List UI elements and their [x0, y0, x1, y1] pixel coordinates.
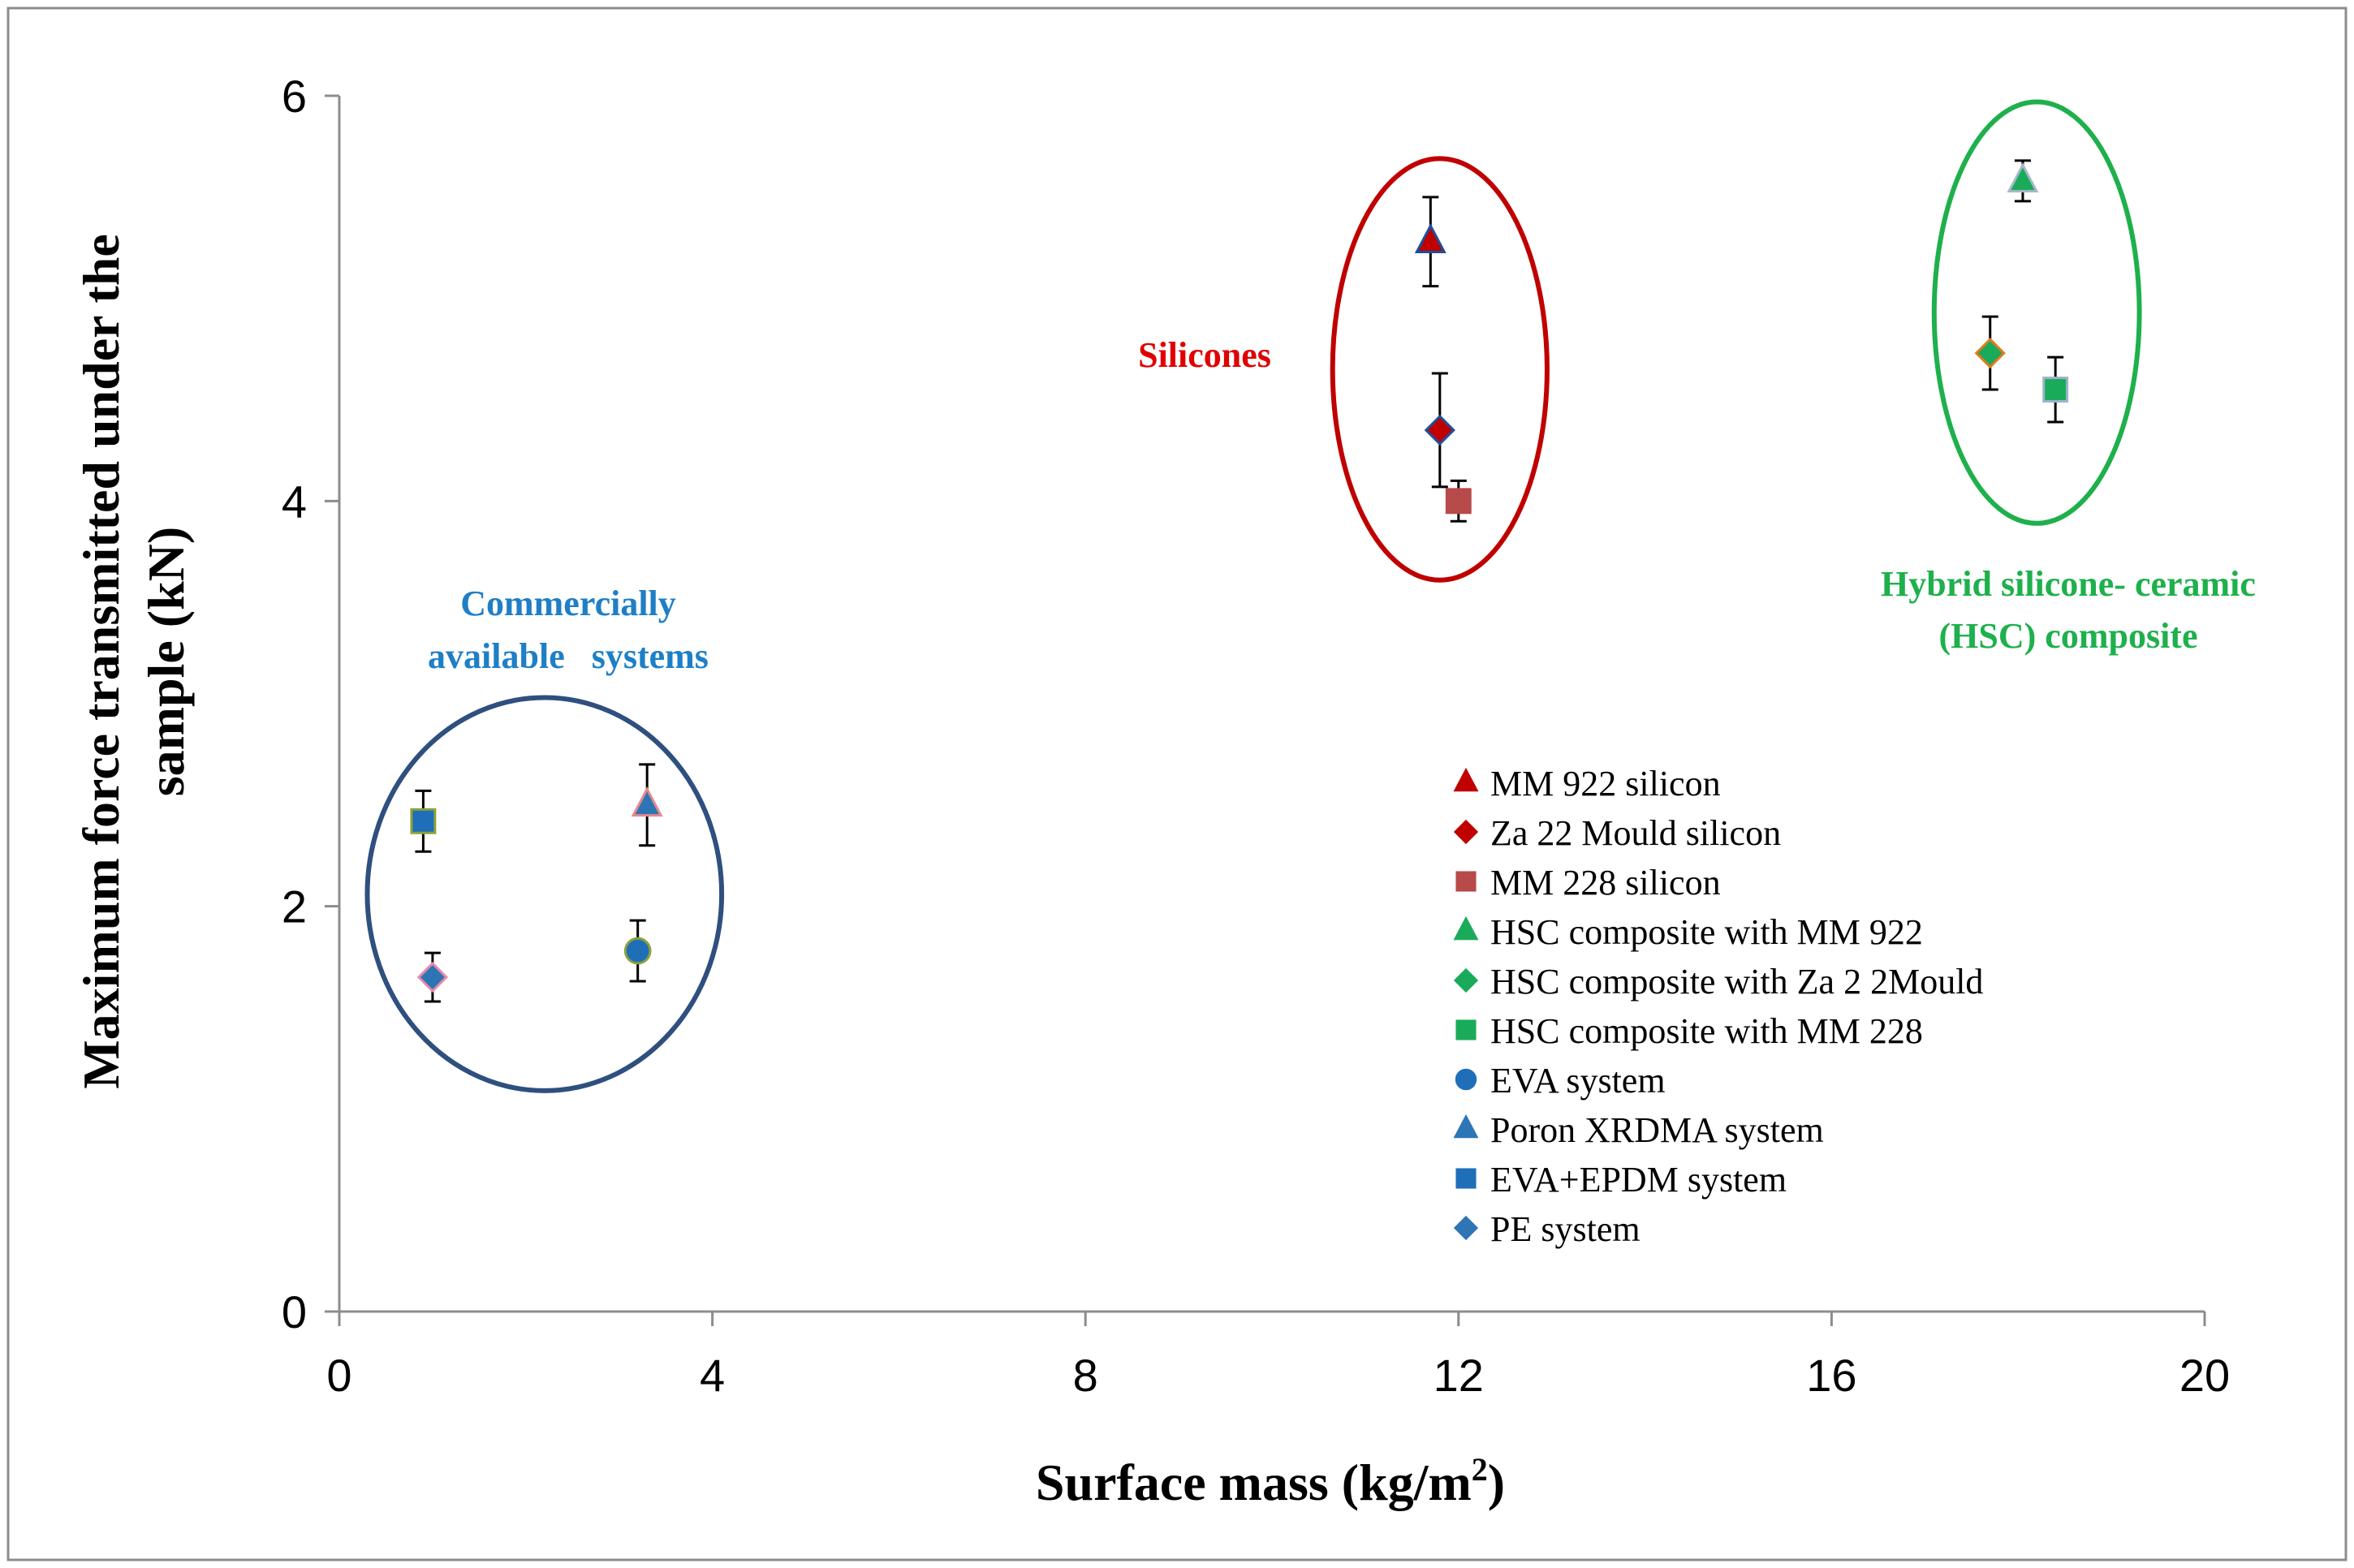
- legend-label-6: EVA system: [1490, 1061, 1666, 1101]
- legend-label-1: Za 22 Mould silicon: [1490, 813, 1781, 853]
- commercial-group-ellipse: [364, 695, 725, 1093]
- annotation-silicones: Silicones: [1138, 335, 1271, 375]
- legend-marker-4: [1453, 967, 1479, 993]
- legend-marker-5: [1455, 1019, 1477, 1040]
- data-point-9: [416, 961, 449, 993]
- data-point-1: [1424, 414, 1455, 446]
- y-axis-title-line2: sample (kN): [137, 527, 195, 796]
- x-tick-label: 16: [1806, 1350, 1856, 1401]
- x-tick-label: 12: [1434, 1350, 1484, 1401]
- data-point-4: [1974, 337, 2006, 369]
- data-point-0: [1414, 222, 1446, 254]
- legend-marker-7: [1453, 1114, 1479, 1139]
- annotation-hybrid-line1: Hybrid silicone- ceramic: [1881, 564, 2256, 604]
- data-point-7: [631, 786, 663, 817]
- data-point-8: [410, 808, 437, 834]
- y-tick-label: 6: [282, 71, 307, 122]
- legend-label-5: HSC composite with MM 228: [1490, 1011, 1923, 1051]
- data-point-6: [623, 937, 652, 965]
- silicones-group-ellipse: [1330, 156, 1550, 583]
- legend-label-4: HSC composite with Za 2 2Mould: [1490, 962, 1983, 1002]
- legend-label-9: PE system: [1490, 1209, 1640, 1249]
- y-tick-label: 2: [282, 881, 307, 933]
- legend-marker-3: [1453, 915, 1479, 941]
- y-axis-title-line1: Maximum force transmitted under the: [72, 234, 130, 1088]
- annotation-commercial-line2: available systems: [428, 636, 709, 676]
- legend-marker-1: [1453, 819, 1479, 845]
- x-tick-label: 8: [1073, 1350, 1098, 1401]
- legend-label-7: Poron XRDMA system: [1490, 1110, 1824, 1150]
- legend-marker-0: [1453, 767, 1479, 792]
- hsc-group-ellipse: [1931, 99, 2142, 526]
- legend-marker-9: [1453, 1215, 1479, 1241]
- annotation-commercial-line1: Commercially: [460, 584, 676, 623]
- legend-marker-2: [1455, 871, 1477, 892]
- legend-label-8: EVA+EPDM system: [1490, 1160, 1787, 1200]
- x-tick-label: 20: [2179, 1350, 2230, 1401]
- data-point-2: [1445, 488, 1472, 515]
- legend-marker-8: [1455, 1168, 1477, 1189]
- legend-label-3: HSC composite with MM 922: [1490, 912, 1923, 952]
- legend-label-0: MM 922 silicon: [1490, 764, 1721, 803]
- legend-label-2: MM 228 silicon: [1490, 863, 1721, 902]
- y-tick-label: 4: [282, 476, 307, 527]
- chart-frame: [6, 6, 2348, 1562]
- annotation-hybrid-line2: (HSC) composite: [1939, 616, 2198, 656]
- x-tick-label: 0: [326, 1350, 351, 1401]
- legend-marker-6: [1455, 1068, 1477, 1091]
- x-axis-title: Surface mass (kg/m2): [1036, 1451, 1505, 1511]
- data-point-3: [2007, 162, 2039, 193]
- x-tick-label: 4: [700, 1350, 725, 1401]
- data-point-5: [2042, 377, 2069, 403]
- y-tick-label: 0: [282, 1286, 307, 1338]
